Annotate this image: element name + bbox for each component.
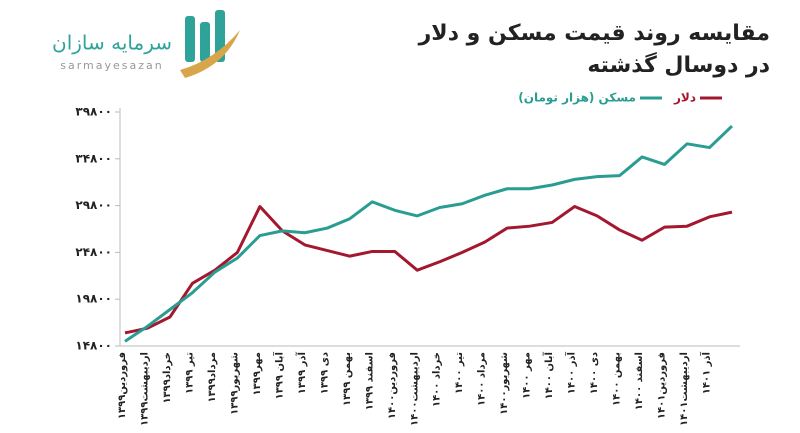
x-tick-label: مهر۱۳۹۹ (252, 352, 263, 395)
legend-label: دلار (673, 91, 696, 105)
x-tick-label: فروردین۱۴۰۱ (657, 352, 668, 419)
x-tick-label: اردیبهشت۱۴۰۰ (409, 352, 420, 426)
x-tick-label: فروردین۱۴۰۰ (387, 352, 398, 419)
logo-bar (200, 22, 210, 62)
y-tick-label: ۲۴۸۰۰ (75, 245, 112, 259)
chart-title: در دوسال گذشته (587, 51, 770, 78)
x-tick-label: اسفند ۱۴۰۰ (634, 352, 645, 410)
logo-latin: sarmayesazan (60, 59, 164, 72)
x-tick-label: دی ۱۳۹۹ (319, 352, 330, 394)
x-tick-label: آذر ۱۴۰۰ (565, 351, 578, 394)
x-tick-label: آذر ۱۳۹۹ (295, 351, 308, 394)
x-tick-label: بهمن ۱۴۰۰ (612, 352, 623, 406)
x-tick-label: آبان ۱۴۰۰ (542, 351, 555, 399)
x-tick-label: مرداد۱۳۹۹ (207, 352, 218, 403)
logo-swoosh (180, 30, 240, 78)
x-tick-label: اسفند ۱۳۹۹ (364, 352, 375, 410)
line-series (124, 124, 734, 343)
x-tick-label: آبان ۱۳۹۹ (272, 351, 285, 399)
logo-bar (185, 16, 195, 62)
logo: سرمایه سازان sarmayesazan (52, 10, 240, 78)
x-tick-label: تیر ۱۴۰۰ (454, 352, 465, 394)
x-tick-label: شهریور۱۳۹۹ (229, 352, 240, 415)
x-tick-label: اردیبهشت۱۴۰۱ (679, 352, 690, 426)
y-tick-label: ۳۹۸۰۰ (75, 105, 112, 119)
x-tick-label: دی ۱۴۰۰ (589, 352, 600, 394)
x-tick-label: تیر ۱۳۹۹ (184, 352, 195, 394)
x-tick-label: مرداد ۱۴۰۰ (477, 352, 488, 406)
x-tick-label: خرداد۱۳۹۹ (162, 352, 173, 404)
y-tick-label: ۲۹۸۰۰ (75, 198, 112, 212)
x-tick-label: اردیبهشت۱۳۹۹ (139, 352, 150, 426)
chart-title: مقایسه روند قیمت مسکن و دلار (418, 21, 770, 46)
x-tick-label: شهریور۱۴۰۰ (499, 352, 510, 415)
logo-name: سرمایه سازان (52, 31, 172, 55)
x-tick-label: بهمن ۱۳۹۹ (342, 352, 353, 406)
y-tick-label: ۳۴۸۰۰ (75, 151, 112, 165)
x-tick-label: خرداد ۱۴۰۰ (432, 352, 443, 407)
y-tick-label: ۱۹۸۰۰ (75, 292, 112, 306)
x-tick-label: فروردین۱۳۹۹ (117, 352, 128, 419)
x-tick-label: مهر ۱۴۰۰ (522, 352, 533, 399)
line-series (124, 205, 733, 335)
x-tick-label: آذر ۱۴۰۱ (700, 351, 713, 394)
legend-label: مسکن (هزار تومان) (518, 91, 636, 106)
y-tick-label: ۱۴۸۰۰ (75, 339, 112, 353)
